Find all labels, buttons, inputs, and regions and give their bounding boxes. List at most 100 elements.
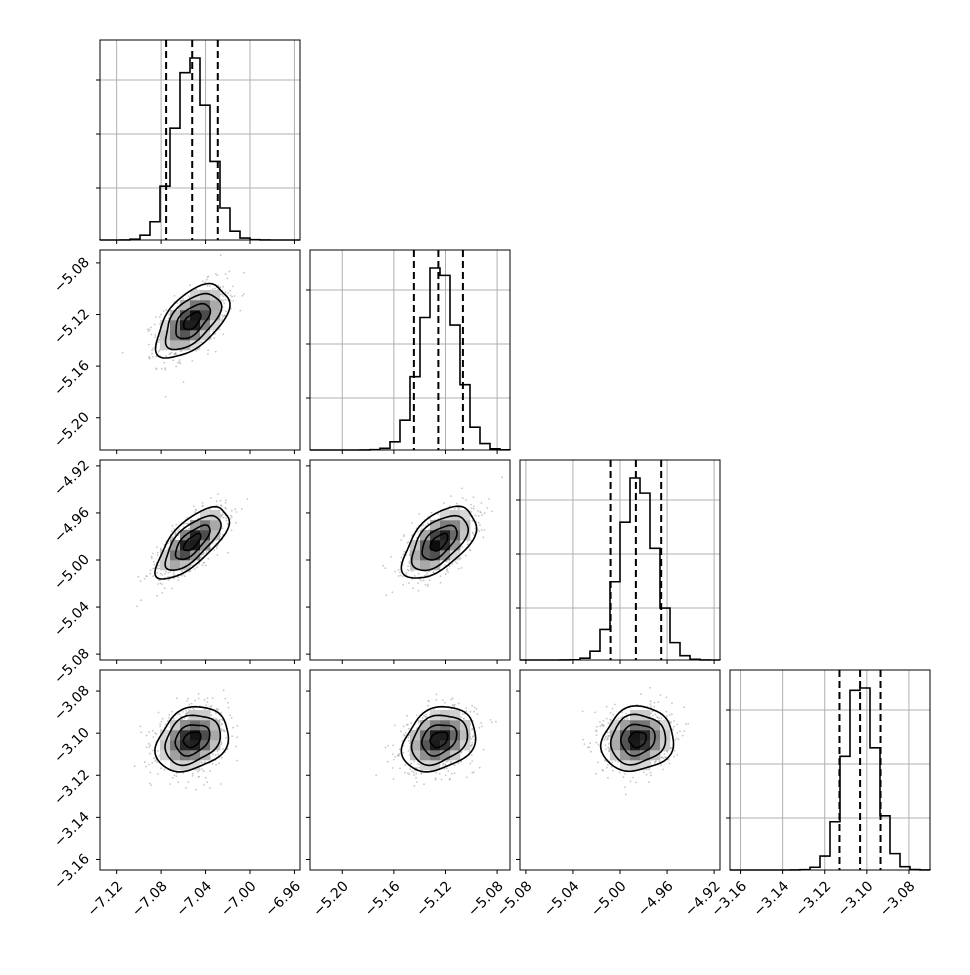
sample-point: [394, 756, 396, 758]
sample-point: [194, 568, 196, 570]
sample-point: [467, 543, 469, 545]
sample-point: [216, 708, 218, 710]
hist-panel-2: [516, 460, 720, 660]
sample-point: [476, 713, 478, 715]
sample-point: [221, 318, 223, 320]
sample-point: [159, 726, 161, 728]
sample-point: [212, 697, 214, 699]
sample-point: [666, 715, 668, 717]
sample-point: [207, 276, 209, 278]
sample-point: [429, 579, 431, 581]
sample-point: [465, 710, 467, 712]
sample-point: [164, 369, 166, 371]
sample-point: [235, 746, 237, 748]
sample-point: [425, 714, 427, 716]
density-panel-3-1: [310, 670, 510, 870]
sample-point: [157, 583, 159, 585]
sample-point: [624, 773, 626, 775]
sample-point: [140, 599, 142, 601]
sample-point: [413, 761, 415, 763]
sample-point: [221, 299, 223, 301]
sample-point: [428, 528, 430, 530]
sample-point: [225, 737, 227, 739]
sample-point: [198, 698, 200, 700]
sample-point: [183, 381, 185, 383]
sample-point: [156, 761, 158, 763]
sample-point: [170, 571, 172, 573]
sample-point: [145, 575, 147, 577]
sample-point: [144, 578, 146, 580]
sample-point: [406, 572, 408, 574]
sample-point: [148, 330, 150, 332]
sample-point: [456, 562, 458, 564]
sample-point: [153, 757, 155, 759]
sample-point: [151, 762, 153, 764]
sample-point: [168, 313, 170, 315]
density-panel-3-0: [100, 670, 300, 870]
sample-point: [213, 337, 215, 339]
density-cell: [170, 330, 180, 340]
sample-point: [136, 606, 138, 608]
sample-point: [173, 572, 175, 574]
sample-point: [207, 285, 209, 287]
sample-point: [191, 703, 193, 705]
sample-point: [427, 705, 429, 707]
sample-point: [152, 553, 154, 555]
sample-point: [158, 565, 160, 567]
sample-point: [222, 748, 224, 750]
sample-point: [155, 316, 157, 318]
sample-point: [399, 748, 401, 750]
sample-point: [214, 288, 216, 290]
sample-point: [400, 731, 402, 733]
sample-point: [193, 505, 195, 507]
sample-point: [154, 334, 156, 336]
sample-point: [382, 565, 384, 567]
sample-point: [400, 557, 402, 559]
sample-point: [491, 511, 493, 513]
sample-point: [181, 575, 183, 577]
sample-point: [198, 693, 200, 695]
sample-point: [174, 774, 176, 776]
sample-point: [403, 726, 405, 728]
sample-point: [630, 781, 632, 783]
sample-point: [162, 718, 164, 720]
sample-point: [452, 705, 454, 707]
sample-point: [450, 495, 452, 497]
sample-point: [458, 568, 460, 570]
sample-point: [161, 721, 163, 723]
sample-point: [155, 356, 157, 358]
sample-point: [427, 585, 429, 587]
sample-point: [221, 730, 223, 732]
sample-point: [410, 722, 412, 724]
sample-point: [392, 767, 394, 769]
sample-point: [478, 522, 480, 524]
sample-point: [149, 358, 151, 360]
sample-point: [145, 766, 147, 768]
sample-point: [411, 770, 413, 772]
sample-point: [471, 742, 473, 744]
sample-point: [222, 286, 224, 288]
sample-point: [218, 762, 220, 764]
sample-point: [584, 743, 586, 745]
sample-point: [164, 587, 166, 589]
sample-point: [226, 520, 228, 522]
sample-point: [471, 755, 473, 757]
sample-point: [165, 309, 167, 311]
sample-point: [465, 707, 467, 709]
density-content: [582, 687, 689, 796]
sample-point: [221, 505, 223, 507]
sample-point: [207, 701, 209, 703]
sample-point: [407, 569, 409, 571]
sample-point: [191, 360, 193, 362]
sample-point: [484, 512, 486, 514]
sample-point: [229, 271, 231, 273]
sample-point: [175, 366, 177, 368]
sample-point: [148, 731, 150, 733]
sample-point: [418, 767, 420, 769]
sample-point: [473, 496, 475, 498]
sample-point: [146, 735, 148, 737]
sample-point: [158, 351, 160, 353]
sample-point: [167, 572, 169, 574]
sample-point: [204, 699, 206, 701]
sample-point: [156, 572, 158, 574]
